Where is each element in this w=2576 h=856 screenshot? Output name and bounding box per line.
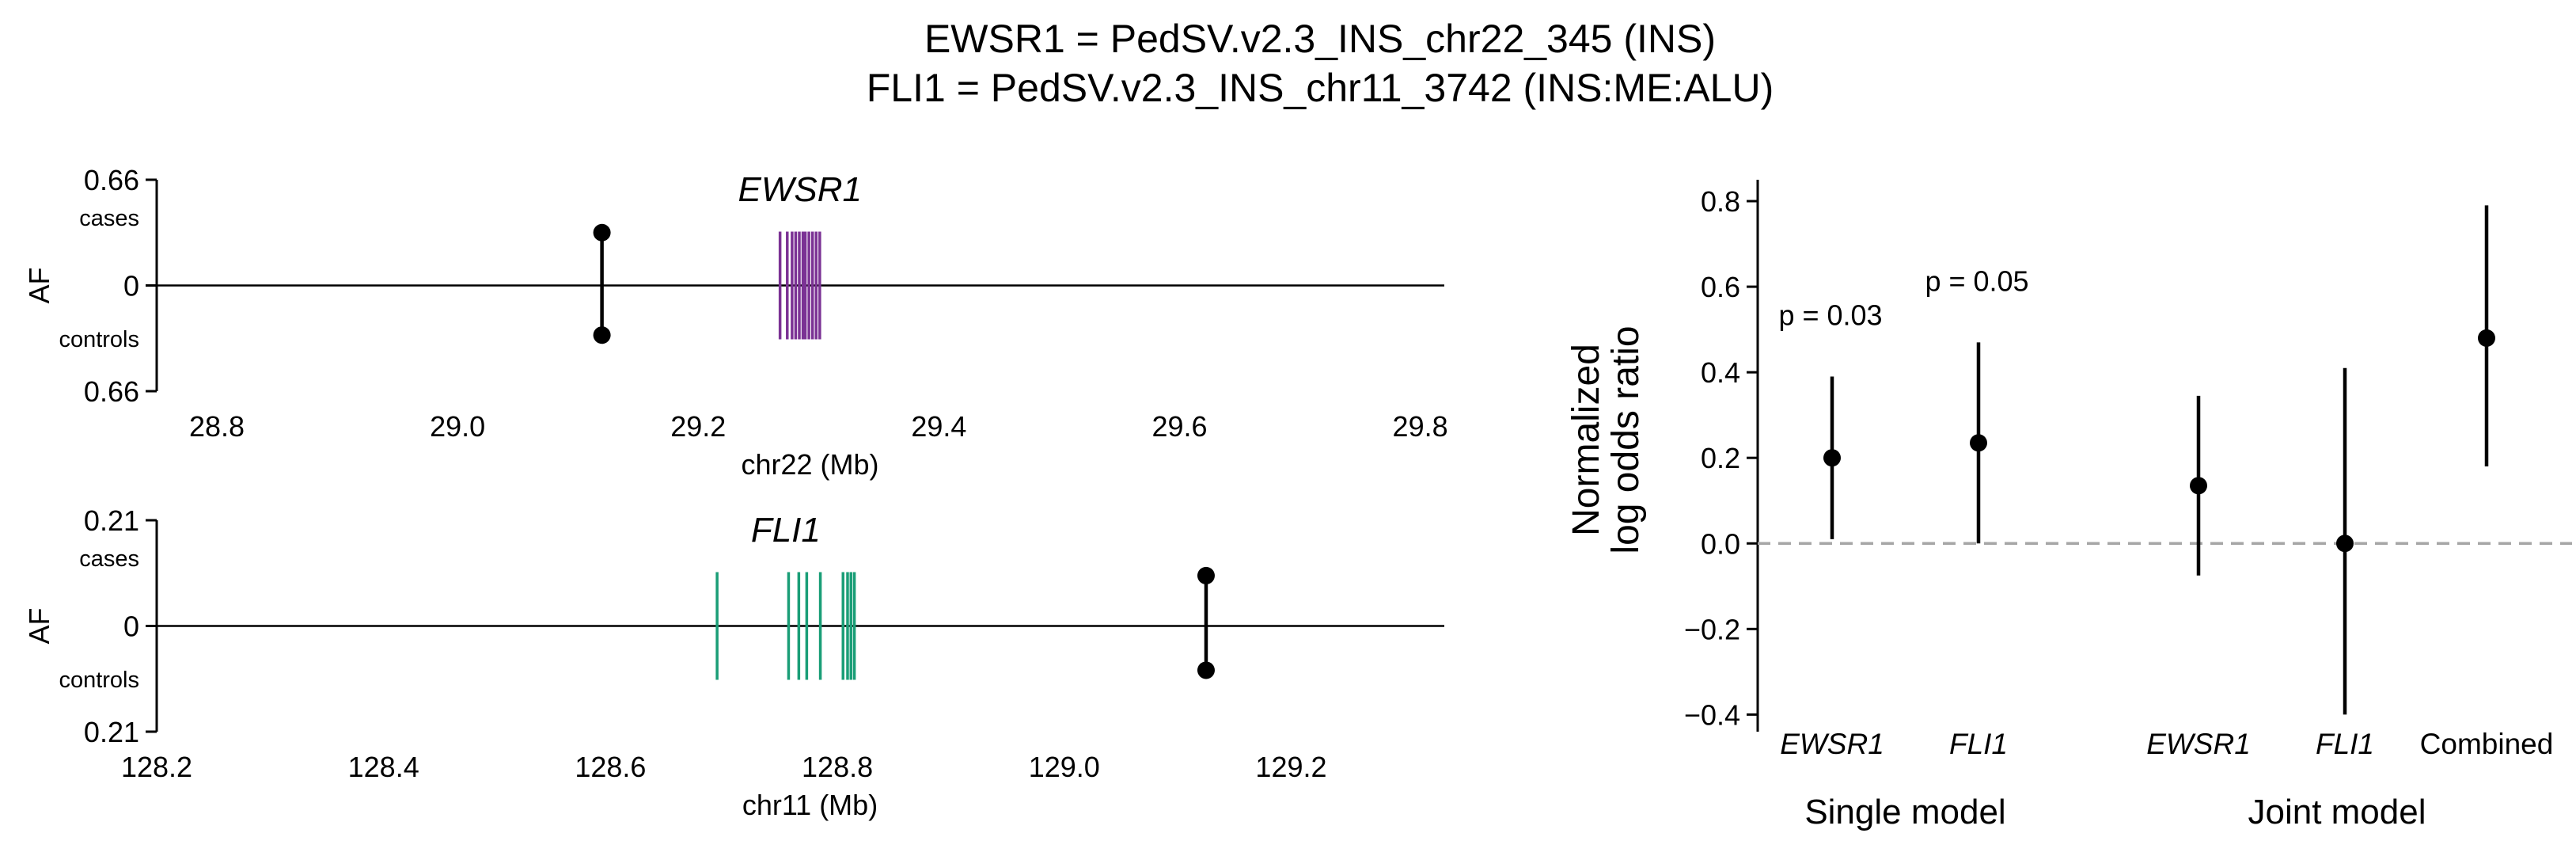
- y-tick-label: 0.0: [1701, 527, 1740, 560]
- category-label: EWSR1: [1780, 728, 1884, 760]
- y-controls-label: controls: [59, 327, 139, 352]
- y-tick-label: −0.4: [1684, 698, 1740, 731]
- y-tick-label: 0.2: [1701, 442, 1740, 474]
- x-tick-label: 128.6: [575, 751, 646, 783]
- y-tick-label: 0.6: [1701, 271, 1740, 303]
- y-cases-label: cases: [79, 206, 139, 231]
- x-axis-label: chr11 (Mb): [742, 789, 878, 821]
- title-line-1: EWSR1 = PedSV.v2.3_INS_chr22_345 (INS): [924, 17, 1716, 61]
- estimate-point: [1823, 449, 1841, 467]
- y-tick-label: 0.21: [84, 504, 139, 537]
- x-tick-label: 29.8: [1393, 410, 1448, 443]
- y-tick-label: 0: [123, 611, 139, 643]
- x-tick-label: 128.4: [348, 751, 419, 783]
- y-cases-label: cases: [79, 546, 139, 572]
- variant-controls-point: [593, 326, 611, 344]
- x-tick-label: 29.4: [911, 410, 966, 443]
- y-tick-label: 0.4: [1701, 356, 1740, 389]
- estimate-point: [1970, 434, 1987, 452]
- y-axis-label-line1: Normalized: [1565, 344, 1607, 536]
- category-label: FLI1: [1949, 728, 2008, 760]
- category-label: EWSR1: [2146, 728, 2251, 760]
- variant-controls-point: [1197, 661, 1215, 679]
- x-tick-label: 129.0: [1029, 751, 1100, 783]
- y-tick-label: 0.8: [1701, 185, 1740, 218]
- x-tick-label: 128.2: [121, 751, 192, 783]
- group-label: Joint model: [2248, 793, 2426, 831]
- figure-title: EWSR1 = PedSV.v2.3_INS_chr22_345 (INS) F…: [867, 17, 1774, 110]
- y-tick-label: 0.66: [84, 375, 139, 408]
- x-tick-label: 129.2: [1255, 751, 1326, 783]
- y-tick-label: 0.66: [84, 164, 139, 196]
- x-tick-label: 29.6: [1151, 410, 1207, 443]
- estimate-point: [2336, 535, 2354, 553]
- variant-cases-point: [1197, 566, 1215, 584]
- p-value-label: p = 0.05: [1925, 264, 2028, 297]
- y-tick-label: 0: [123, 270, 139, 302]
- estimate-point: [2190, 477, 2207, 495]
- category-label: FLI1: [2316, 728, 2374, 760]
- x-tick-label: 29.0: [430, 410, 485, 443]
- y-axis-label: AF: [23, 607, 55, 644]
- x-axis-label: chr22 (Mb): [741, 448, 878, 481]
- category-label: Combined: [2420, 728, 2554, 760]
- x-tick-label: 28.8: [189, 410, 245, 443]
- y-controls-label: controls: [59, 668, 139, 693]
- y-axis-label-line2: log odds ratio: [1605, 325, 1647, 554]
- gene-label: EWSR1: [738, 170, 861, 209]
- x-tick-label: 128.8: [802, 751, 873, 783]
- y-axis-label: AF: [23, 267, 55, 303]
- y-tick-label: −0.2: [1684, 613, 1740, 645]
- y-tick-label: 0.21: [84, 716, 139, 748]
- group-label: Single model: [1804, 793, 2005, 831]
- estimate-point: [2478, 329, 2495, 347]
- variant-cases-point: [593, 223, 611, 242]
- p-value-label: p = 0.03: [1778, 299, 1882, 332]
- x-tick-label: 29.2: [670, 410, 726, 443]
- title-line-2: FLI1 = PedSV.v2.3_INS_chr11_3742 (INS:ME…: [867, 66, 1774, 110]
- gene-label: FLI1: [751, 511, 821, 550]
